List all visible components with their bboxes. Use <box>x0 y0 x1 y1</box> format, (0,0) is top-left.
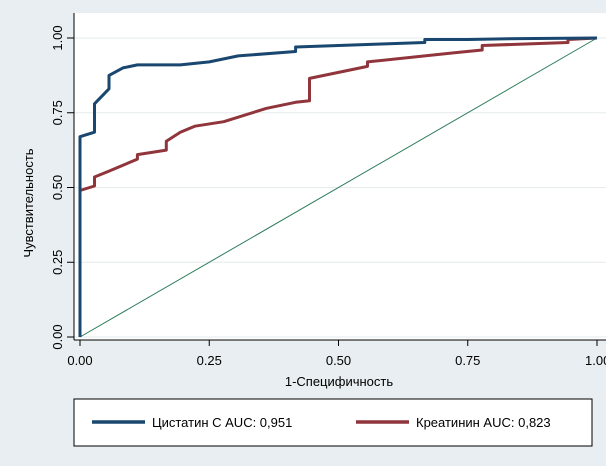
legend-box <box>73 398 593 447</box>
x-tick-label-0: 0.00 <box>67 353 92 368</box>
y-tick-label-3: 0.75 <box>50 100 65 125</box>
y-ticks: 0.00 0.25 0.50 0.75 1.00 <box>50 25 74 350</box>
x-tick-label-1: 0.25 <box>197 353 222 368</box>
y-axis-title: Чувствительность <box>21 148 36 257</box>
reference-line-group <box>79 37 598 338</box>
x-tick-label-3: 0.75 <box>455 353 480 368</box>
legend-label-0: Цистатин С AUC: 0,951 <box>152 415 292 430</box>
x-axis-title: 1-Специфичность <box>285 374 394 389</box>
reference-diagonal-line <box>79 37 598 338</box>
y-tick-label-0: 0.00 <box>50 324 65 349</box>
series-line-1 <box>78 36 598 337</box>
axes <box>73 13 606 341</box>
y-tick-label-4: 1.00 <box>50 25 65 50</box>
series-line-0 <box>78 36 598 337</box>
legend-label-1: Креатинин AUC: 0,823 <box>416 415 551 430</box>
series-group <box>78 36 598 337</box>
plot-area <box>74 13 606 340</box>
y-tick-label-2: 0.50 <box>50 175 65 200</box>
gridlines <box>74 37 606 338</box>
x-tick-label-4: 1.00 <box>585 353 606 368</box>
y-tick-label-1: 0.25 <box>50 250 65 275</box>
legend: Цистатин С AUC: 0,951 Креатинин AUC: 0,82… <box>73 398 593 447</box>
x-ticks: 0.00 0.25 0.50 0.75 1.00 <box>67 340 606 368</box>
x-tick-label-2: 0.50 <box>326 353 351 368</box>
